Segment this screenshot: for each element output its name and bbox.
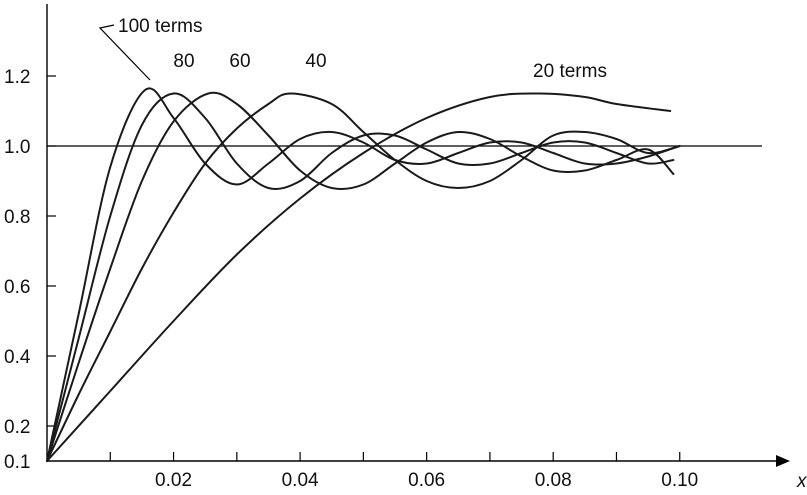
series-label-0: 100 terms [118,16,202,37]
y-tick-label: 0.4 [4,347,31,368]
series-line-3 [46,92,681,462]
series-label-leader [98,24,151,81]
x-tick-label: 0.02 [155,470,192,491]
x-tick-label: 0.04 [282,470,319,491]
series-label-3: 40 [305,51,326,72]
x-tick-label: 0.10 [661,470,698,491]
axes: x 0.02 0.04 0.06 0.08 0.10 0.1 0.2 0.4 0.6 0.8 1.0 1… [4,4,807,492]
series-line-1 [46,92,675,462]
x-axis-arrowhead [776,455,790,467]
y-tick-label: 0.8 [4,207,30,228]
y-tick-label: 1.0 [4,137,30,158]
x-axis-label: x [796,471,807,492]
x-tick-label: 0.08 [535,470,572,491]
series-label-2: 60 [229,51,250,72]
series-line-4 [46,92,672,462]
y-tick-label: 0.2 [4,417,30,438]
y-tick-label: 0.1 [4,452,30,473]
series-line-0 [46,87,681,462]
y-tick-label: 1.2 [4,67,30,88]
series-label-4: 20 terms [533,61,607,82]
series-label-1: 80 [173,51,194,72]
labels-layer: 100 terms 80 60 40 20 terms [98,16,607,82]
x-tick-label: 0.06 [408,470,445,491]
series-layer [46,87,681,462]
y-tick-label: 0.6 [4,277,30,298]
series-line-2 [46,91,675,462]
